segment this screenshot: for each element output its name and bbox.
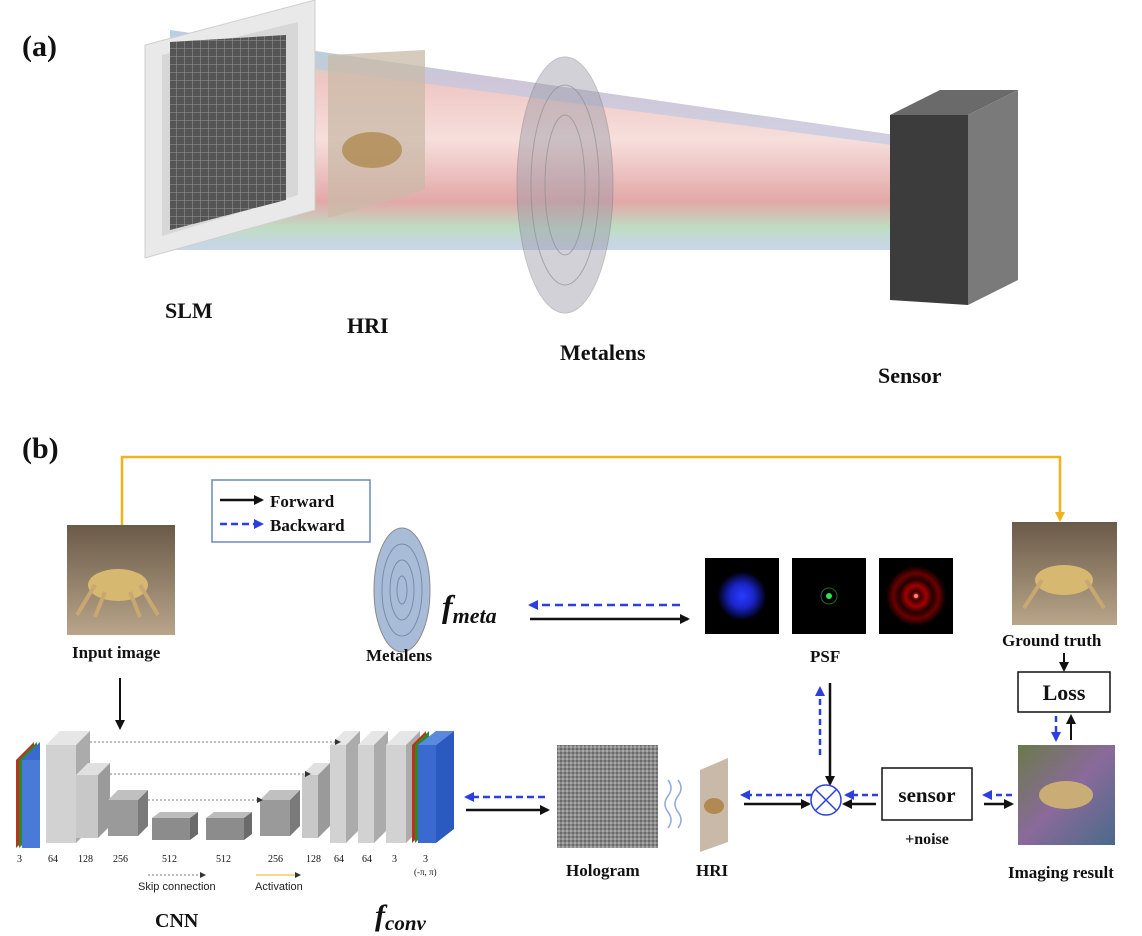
hri-image-b — [700, 758, 728, 852]
sensor-box — [881, 767, 973, 821]
convolution-operator — [810, 784, 842, 816]
channel-label: 64 — [362, 854, 372, 865]
loss-box — [1017, 671, 1111, 713]
loss-label: Loss — [1043, 680, 1086, 705]
ground-truth-link — [120, 455, 1065, 525]
channel-labels: 3 64 128 256 512 512 256 128 64 64 3 3 (… — [17, 854, 437, 877]
skip-connection-label: Skip connection — [138, 881, 216, 893]
slm-device — [144, 0, 316, 259]
channel-label: 3 — [392, 854, 397, 865]
legend-forward: Forward — [270, 492, 335, 511]
ground-truth-image — [1012, 522, 1117, 625]
noise-label: +noise — [905, 831, 949, 848]
channel-label: 512 — [216, 854, 231, 865]
metalens-a — [516, 56, 614, 314]
sensor-label-b: sensor — [898, 783, 955, 807]
legend-backward: Backward — [270, 516, 345, 535]
metalens-b — [373, 527, 431, 653]
sensor-label-a: Sensor — [878, 363, 942, 388]
channel-label: 128 — [78, 854, 93, 865]
panel-a-label: (a) — [22, 30, 57, 63]
input-image-label: Input image — [72, 643, 161, 662]
psf-images — [705, 558, 953, 634]
imaging-result-label: Imaging result — [1008, 863, 1114, 882]
channel-label: 64 — [334, 854, 344, 865]
channel-label: 256 — [268, 854, 283, 865]
hri-plate — [328, 50, 425, 218]
channel-label: 128 — [306, 854, 321, 865]
psf-label: PSF — [810, 647, 840, 666]
channel-label: 3 — [17, 854, 22, 865]
metalens-label-b: Metalens — [366, 646, 432, 665]
panel-b-label: (b) — [22, 432, 59, 465]
wave-lines — [664, 779, 682, 829]
f-meta-symbol: fmeta — [442, 588, 497, 628]
hologram-image — [557, 745, 658, 848]
cnn-label: CNN — [155, 910, 199, 932]
hri-label-b: HRI — [696, 861, 729, 880]
f-conv-symbol: fconv — [375, 899, 427, 935]
hologram-label: Hologram — [566, 861, 640, 880]
slm-label: SLM — [165, 298, 213, 323]
input-image — [67, 525, 175, 635]
cnn-unet — [16, 731, 454, 848]
channel-label: 512 — [162, 854, 177, 865]
metalens-label-a: Metalens — [560, 340, 646, 365]
channel-label: 64 — [48, 854, 58, 865]
range-label: (-π, π) — [414, 867, 437, 877]
activation-label: Activation — [255, 881, 303, 893]
hri-label-a: HRI — [347, 313, 389, 338]
legend: Forward Backward — [211, 479, 371, 543]
sensor-block — [890, 90, 1018, 305]
channel-label: 3 — [423, 854, 428, 865]
channel-label: 256 — [113, 854, 128, 865]
imaging-result-image — [1018, 745, 1115, 845]
ground-truth-label: Ground truth — [1002, 631, 1102, 650]
